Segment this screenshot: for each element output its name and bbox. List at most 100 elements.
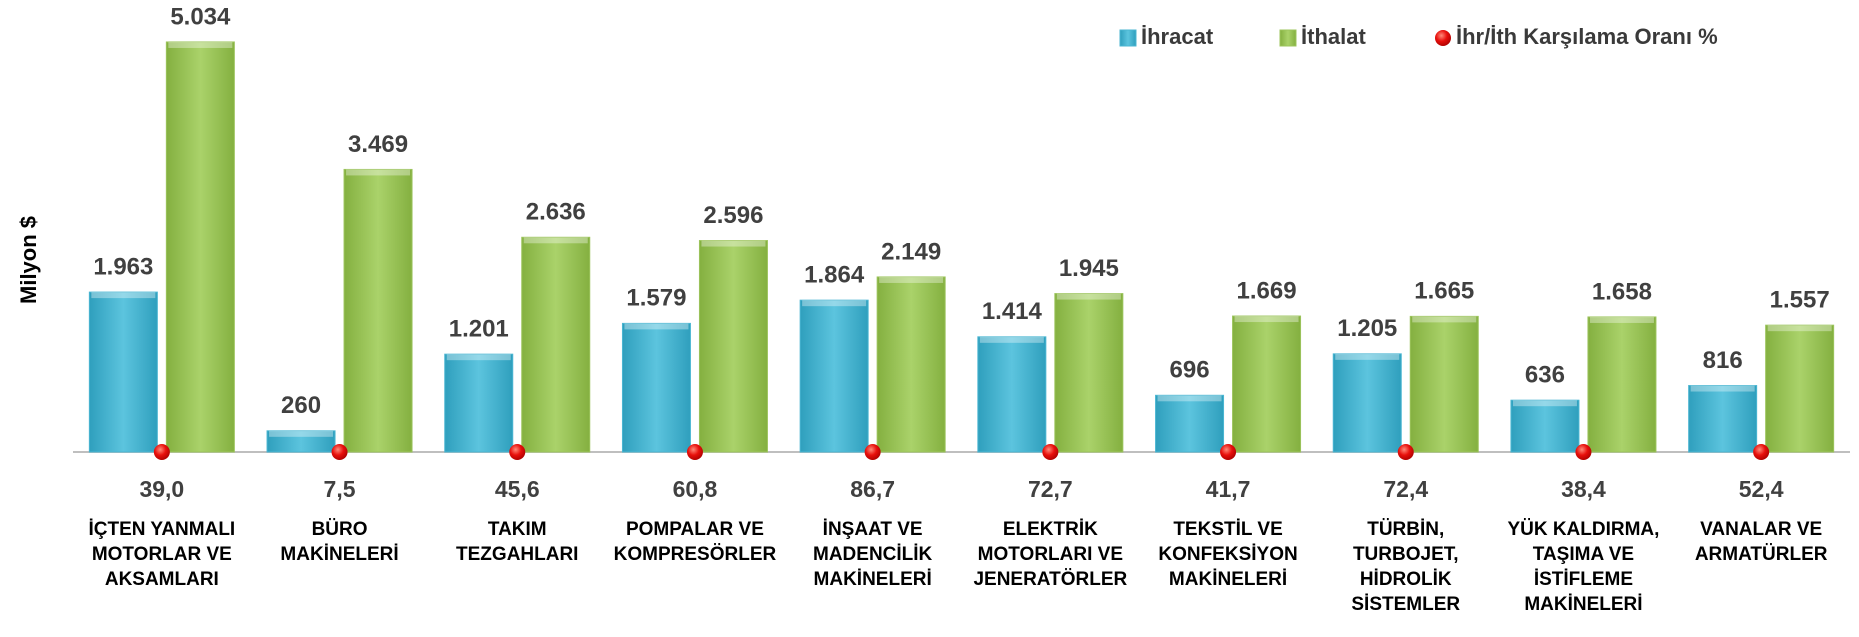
bar-bevel: [1412, 316, 1477, 323]
bar-bevel: [168, 41, 233, 48]
bar-bevel: [1335, 353, 1400, 360]
value-label: 816: [1703, 347, 1743, 374]
x-tick-label: ELEKTRİK MOTORLARI VE JENERATÖRLER: [973, 519, 1127, 590]
bar: [165, 41, 235, 453]
ratio-dot: [864, 444, 881, 460]
bar-bevel: [346, 169, 411, 176]
ratio-label: 60,8: [673, 476, 718, 502]
ratio-dot: [1397, 444, 1414, 460]
bar: [799, 299, 869, 453]
x-tick-line: VANALAR VE: [1700, 519, 1822, 540]
legend-swatch: [1435, 30, 1451, 46]
x-tick-line: JENERATÖRLER: [973, 569, 1127, 590]
bar: [876, 276, 946, 453]
value-label: 260: [281, 392, 321, 419]
x-tick-line: TAKIM: [488, 519, 547, 540]
bar-bevel: [446, 354, 511, 361]
x-tick-line: İNŞAAT VE: [823, 519, 923, 540]
x-tick-line: TAŞIMA VE: [1533, 544, 1634, 565]
bar: [88, 291, 158, 453]
bar-bevel: [1767, 325, 1832, 332]
ratio-label: 39,0: [139, 476, 184, 502]
x-tick-line: MAKİNELERİ: [1524, 594, 1642, 615]
x-tick-line: SİSTEMLER: [1351, 594, 1460, 615]
bar: [698, 240, 768, 453]
x-tick-line: TURBOJET,: [1353, 544, 1459, 565]
bar-bevel: [269, 430, 334, 437]
value-label: 1.205: [1337, 315, 1397, 342]
value-label: 2.149: [881, 238, 941, 265]
ratio-label: 38,4: [1561, 476, 1606, 502]
ratio-label: 86,7: [850, 476, 895, 502]
value-label: 2.596: [703, 202, 763, 229]
bar-bevel: [979, 336, 1044, 343]
x-tick-label: TEKSTİL VE KONFEKSİYON MAKİNELERİ: [1158, 519, 1297, 590]
y-axis-label: Milyon $: [16, 216, 41, 304]
ratio-dot: [1575, 444, 1592, 460]
x-tick-line: MADENCİLİK: [813, 544, 933, 565]
bar-bevel: [1234, 316, 1299, 323]
x-tick-line: MOTORLAR VE: [92, 544, 232, 565]
value-label: 696: [1170, 357, 1210, 384]
bar-bevel: [1056, 293, 1121, 300]
ratio-dot: [153, 444, 170, 460]
x-tick-line: TÜRBİN,: [1367, 519, 1444, 540]
bar: [1688, 385, 1758, 453]
bar: [1409, 315, 1479, 453]
value-label: 1.669: [1237, 277, 1297, 304]
x-tick-line: AKSAMLARI: [105, 569, 219, 590]
bar-bevel: [624, 323, 689, 330]
bar: [1054, 293, 1124, 453]
bar-bevel: [1589, 316, 1654, 323]
value-label: 1.864: [804, 262, 865, 289]
x-tick-label: TAKIM TEZGAHLARI: [456, 519, 578, 565]
bar: [1587, 316, 1657, 453]
value-label: 2.636: [526, 199, 586, 226]
bar: [621, 322, 691, 453]
legend-label: İhracat: [1141, 24, 1214, 49]
bar-bevel: [1157, 395, 1222, 402]
x-tick-line: MOTORLARI VE: [978, 544, 1123, 565]
x-tick-line: İSTİFLEME: [1534, 569, 1633, 590]
value-label: 1.665: [1414, 278, 1474, 305]
bar-bevel: [1512, 400, 1577, 407]
x-tick-line: TEKSTİL VE: [1173, 519, 1282, 540]
ratio-label: 72,7: [1028, 476, 1073, 502]
value-label: 1.963: [93, 253, 153, 280]
x-tick-line: POMPALAR VE: [626, 519, 764, 540]
x-tick-label: İNŞAAT VE MADENCİLİK MAKİNELERİ: [813, 519, 933, 590]
x-tick-label: BÜRO MAKİNELERİ: [280, 519, 398, 565]
bar: [1332, 353, 1402, 453]
legend-label: İhr/İth Karşılama Oranı %: [1456, 24, 1718, 49]
x-tick-line: MAKİNELERİ: [814, 569, 932, 590]
ratio-label: 45,6: [495, 476, 540, 502]
x-tick-line: KONFEKSİYON: [1158, 544, 1297, 565]
bar-bevel: [701, 240, 766, 247]
bar: [521, 236, 591, 453]
bar: [343, 168, 413, 453]
value-label: 3.469: [348, 131, 408, 158]
ratio-dot: [331, 444, 348, 460]
x-tick-line: MAKİNELERİ: [280, 544, 398, 565]
x-tick-label: YÜK KALDIRMA, TAŞIMA VE İSTİFLEME MAKİNELER…: [1507, 519, 1659, 615]
ratio-dot: [1753, 444, 1770, 460]
x-tick-label: POMPALAR VE KOMPRESÖRLER: [614, 519, 777, 565]
x-tick-line: ELEKTRİK: [1003, 519, 1098, 540]
value-label: 1.658: [1592, 278, 1652, 305]
x-tick-label: VANALAR VE ARMATÜRLER: [1695, 519, 1828, 565]
bar: [444, 353, 514, 453]
bar: [266, 430, 336, 453]
value-label: 1.414: [982, 298, 1043, 325]
bar: [1155, 394, 1225, 453]
ratio-dot: [1220, 444, 1237, 460]
x-tick-line: HİDROLİK: [1360, 569, 1452, 590]
legend-swatch: [1119, 29, 1137, 47]
value-label: 1.557: [1770, 287, 1830, 314]
x-tick-line: MAKİNELERİ: [1169, 569, 1287, 590]
bar-bevel: [523, 237, 588, 244]
value-label: 636: [1525, 362, 1565, 389]
x-tick-line: BÜRO: [312, 519, 368, 540]
ratio-label: 7,5: [324, 476, 356, 502]
legend-label: İthalat: [1301, 24, 1366, 49]
